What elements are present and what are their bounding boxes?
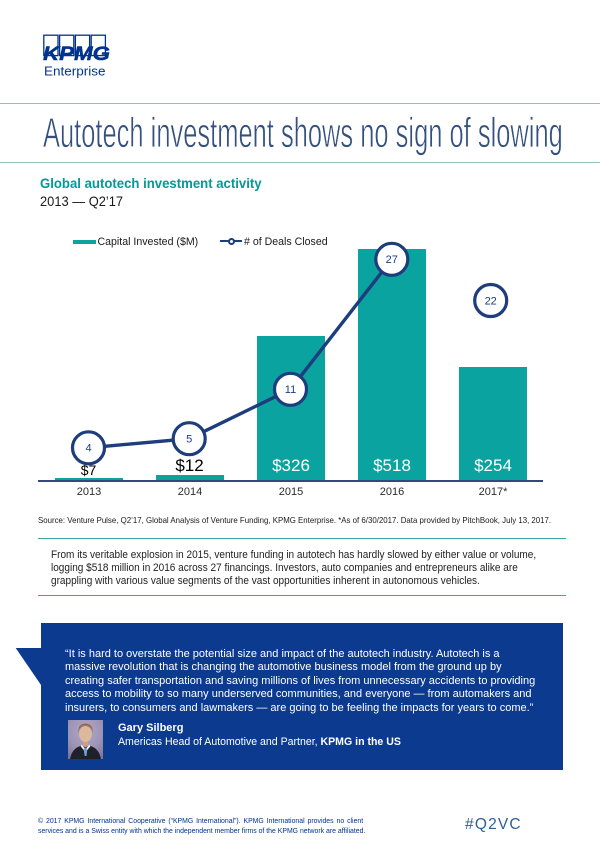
svg-text:5: 5 xyxy=(186,434,192,446)
svg-text:11: 11 xyxy=(285,384,296,396)
svg-text:Enterprise: Enterprise xyxy=(44,64,106,78)
svg-text:4: 4 xyxy=(85,443,91,455)
svg-text:KPMG: KPMG xyxy=(43,43,110,65)
svg-text:22: 22 xyxy=(485,295,497,307)
svg-text:27: 27 xyxy=(386,254,398,266)
